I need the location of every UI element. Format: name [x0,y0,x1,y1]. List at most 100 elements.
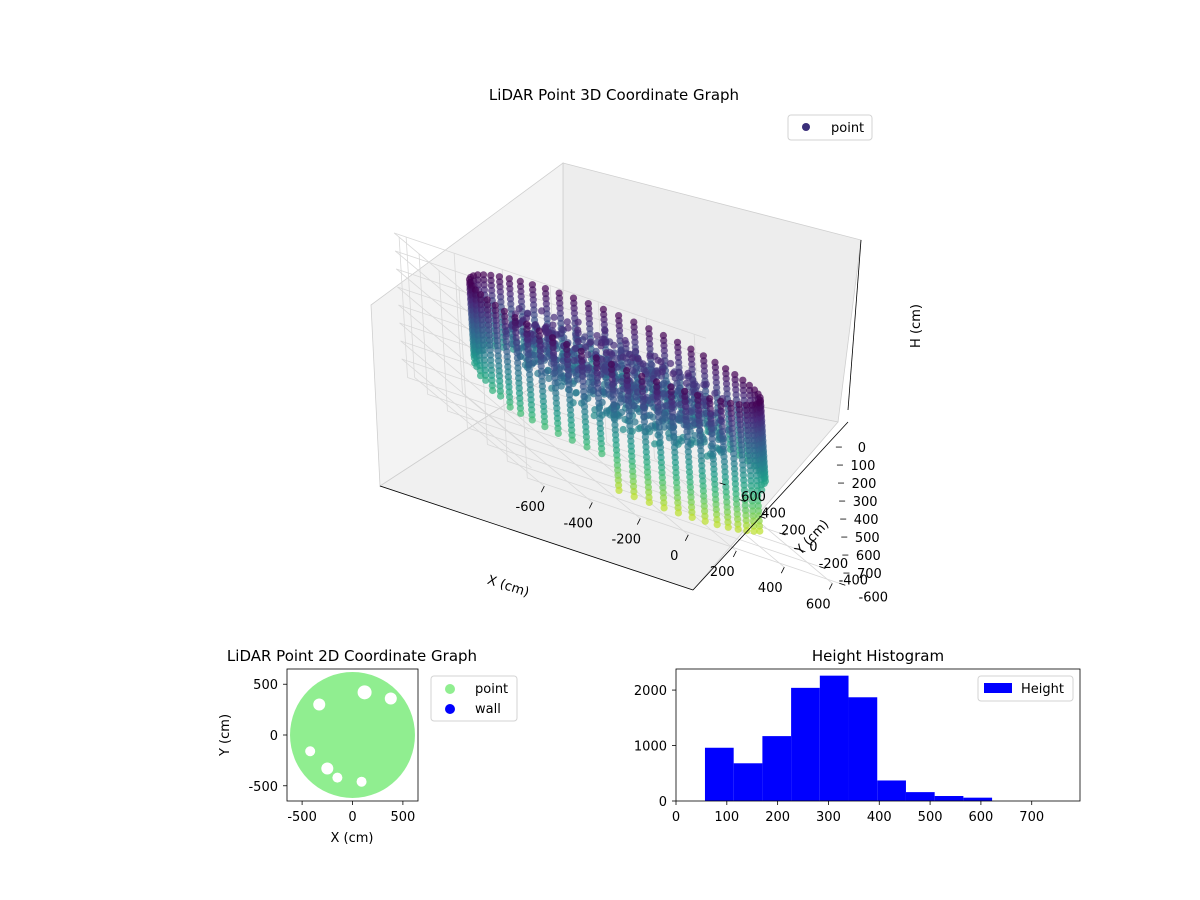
point-3d [611,416,619,424]
point-3d [722,483,730,491]
point-3d [668,403,676,411]
point-3d [529,331,537,339]
point-3d [616,392,624,400]
point-3d [744,431,752,439]
point-3d [584,351,592,359]
x-tick-label-histogram: 700 [1019,810,1044,825]
point-3d [497,392,505,400]
legend-3d-frame [787,114,873,141]
point-3d [529,296,537,304]
point-3d [717,407,725,415]
point-3d [537,362,545,370]
point-3d [569,294,578,302]
legend-histogram-frame [977,675,1074,702]
y-tick-3d [819,566,826,569]
point-3d [752,456,760,465]
point-3d [507,300,515,308]
chart-2d-scatter: LiDAR Point 2D Coordinate Graph -500 0 500… [218,647,518,846]
point-3d [514,364,522,372]
point-3d [581,333,589,341]
point-3d [585,364,593,372]
point-3d [723,508,732,516]
y-tick-label-3d: -600 [859,590,889,605]
legend-3d-point-label: point [831,121,864,136]
point-3d [653,383,661,391]
point-3d [755,507,763,515]
point-3d [536,347,544,355]
point-3d [739,471,748,479]
point-3d [718,417,726,425]
point-3d [530,306,538,314]
point-3d [541,423,549,431]
point-3d [702,387,710,395]
x-tick-label-3d: -200 [612,533,642,548]
point-3d [505,383,513,391]
point-3d [619,353,627,361]
point-3d [710,475,719,483]
point-3d [645,335,654,343]
point-3d [486,341,494,349]
point-3d [549,321,557,329]
grid-line-3d [395,250,708,357]
point-3d [494,357,503,365]
x-tick-label-3d: 400 [758,581,783,596]
point-3d [586,373,594,381]
chart-2d-title: LiDAR Point 2D Coordinate Graph [227,647,477,665]
grid-line-3d [398,237,408,378]
point-3d [645,488,653,496]
point-3d [572,389,580,397]
point-3d [612,441,620,449]
point-3d [528,281,537,289]
x-tick-label-2d: -500 [287,810,317,825]
point-3d [673,338,682,346]
point-3d [483,301,492,309]
point-3d [749,406,757,414]
point-3d [564,361,572,369]
y-tick-3d [779,532,786,536]
point-3d [482,376,490,384]
point-3d [672,463,680,472]
point-3d [587,338,595,346]
point-3d [515,379,523,387]
point-3d [727,404,735,412]
point-3d [723,385,731,393]
x-axis-line [379,485,694,591]
z-tick-label-3d: 0 [858,441,866,456]
legend-2d: point wall [430,675,518,722]
point-3d [660,499,668,507]
point-3d [616,398,624,406]
grid-line-3d [400,340,531,451]
point-3d [638,372,646,380]
point-3d [682,379,691,387]
point-3d [549,344,557,352]
point-3d [578,357,586,365]
point-3d [552,394,560,402]
point-3d [580,393,588,401]
z-tick-label-3d: 500 [855,531,880,546]
point-3d [710,460,718,468]
point-3d [524,340,532,348]
point-3d [479,326,487,334]
point-3d [582,433,591,441]
point-3d [656,433,664,441]
point-3d [754,497,762,505]
point-3d [586,330,594,338]
point-3d [661,414,669,422]
point-3d [640,413,648,421]
point-3d [602,349,610,357]
point-3d [744,421,752,429]
point-3d [722,375,730,383]
point-3d [657,448,665,456]
point-3d [742,506,750,514]
point-3d [642,448,650,456]
point-3d [655,423,663,431]
point-3d [612,431,620,439]
point-3d [701,517,709,525]
point-3d [512,339,521,347]
point-3d [681,397,689,405]
point-3d [659,331,668,340]
point-3d [674,348,682,356]
legend-histogram-swatch [984,683,1012,693]
point-3d [513,354,522,362]
point-3d [593,369,601,377]
